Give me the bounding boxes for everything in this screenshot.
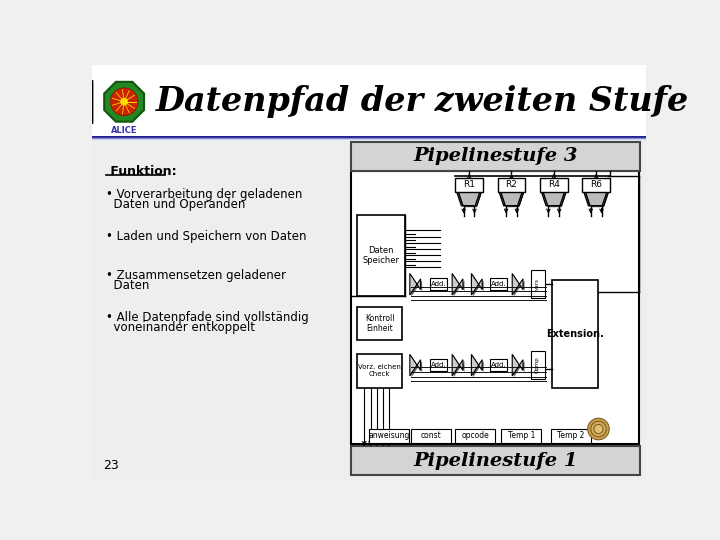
Polygon shape [587,193,608,207]
Bar [540,178,567,192]
Text: Funktion:: Funktion: [106,165,176,178]
Polygon shape [459,192,480,206]
Text: Opmp: Opmp [535,357,540,374]
Polygon shape [454,275,464,296]
Text: R4: R4 [548,180,559,190]
Bar [92,138,647,139]
Polygon shape [543,192,564,206]
Text: Add.: Add. [490,362,506,368]
Circle shape [120,98,128,106]
Polygon shape [456,192,482,206]
Polygon shape [503,193,523,207]
Polygon shape [584,192,608,206]
Polygon shape [410,273,420,295]
Text: Datenpfad der zweiten Stufe: Datenpfad der zweiten Stufe [156,85,690,118]
Polygon shape [499,192,523,206]
Bar [531,351,544,379]
Bar [490,278,507,291]
Bar [582,178,610,192]
Text: anweisung: anweisung [369,431,410,441]
Bar [369,429,409,443]
Polygon shape [473,275,484,296]
Circle shape [590,421,606,437]
Bar [92,139,647,140]
Text: 23: 23 [104,458,119,472]
Text: opcode: opcode [462,431,489,441]
Text: Daten
Speicher: Daten Speicher [363,246,400,265]
Bar [430,278,447,291]
Text: • Zusammensetzen geladener: • Zusammensetzen geladener [106,269,286,282]
Bar [531,271,544,298]
Text: voneinander entkoppelt: voneinander entkoppelt [106,321,255,334]
Text: R1: R1 [463,180,475,190]
Text: Pipelinestufe 3: Pipelinestufe 3 [413,147,578,165]
Text: const: const [421,431,442,441]
Bar [430,359,447,372]
Polygon shape [512,354,523,376]
Text: R2: R2 [505,180,518,190]
Text: Daten: Daten [106,279,149,292]
Bar [455,429,495,443]
Bar [551,429,590,443]
Bar [351,446,640,475]
Text: Extension.: Extension. [546,329,604,339]
Text: ALICE: ALICE [111,126,138,135]
Bar [351,171,639,444]
Bar [92,65,647,138]
Bar [92,137,647,138]
Bar [92,140,647,481]
Bar [92,138,647,139]
Bar [501,429,541,443]
Text: • Laden und Speichern von Daten: • Laden und Speichern von Daten [106,231,306,244]
Polygon shape [411,356,422,377]
Polygon shape [452,273,463,295]
Text: Temp 1: Temp 1 [508,431,535,441]
Text: Pipelinestufe 1: Pipelinestufe 1 [413,451,578,470]
Polygon shape [452,354,463,376]
Bar [498,178,526,192]
Text: R6: R6 [590,180,602,190]
Text: vars: vars [535,278,540,290]
Polygon shape [500,192,522,206]
Polygon shape [460,193,482,207]
Polygon shape [410,354,420,376]
Text: • Vorverarbeitung der geladenen: • Vorverarbeitung der geladenen [106,188,302,201]
Polygon shape [472,273,482,295]
Polygon shape [104,82,144,122]
Polygon shape [514,356,525,377]
Text: Add.: Add. [490,281,506,287]
Polygon shape [585,192,607,206]
Bar [455,178,483,192]
Bar [552,280,598,388]
Bar [411,429,451,443]
Text: Add.: Add. [431,281,446,287]
Bar [92,139,647,140]
Text: Vorz. eichen
Check: Vorz. eichen Check [359,364,401,377]
Bar [490,359,507,372]
Bar [351,142,640,171]
Bar [357,215,405,296]
Polygon shape [512,273,523,295]
Bar [357,354,402,388]
Circle shape [110,88,138,116]
Polygon shape [541,192,566,206]
Circle shape [588,418,609,440]
Polygon shape [454,356,464,377]
Text: Kontroll
Einheit: Kontroll Einheit [365,314,395,333]
Bar [357,307,402,340]
Polygon shape [514,275,525,296]
Text: Add.: Add. [431,362,446,368]
Polygon shape [473,356,484,377]
Polygon shape [472,354,482,376]
Text: Temp 2: Temp 2 [557,431,585,441]
Text: Daten und Operanden: Daten und Operanden [106,198,245,211]
Polygon shape [544,193,566,207]
Circle shape [594,424,603,434]
Polygon shape [411,275,422,296]
Text: • Alle Datenpfade sind vollständig: • Alle Datenpfade sind vollständig [106,311,308,324]
